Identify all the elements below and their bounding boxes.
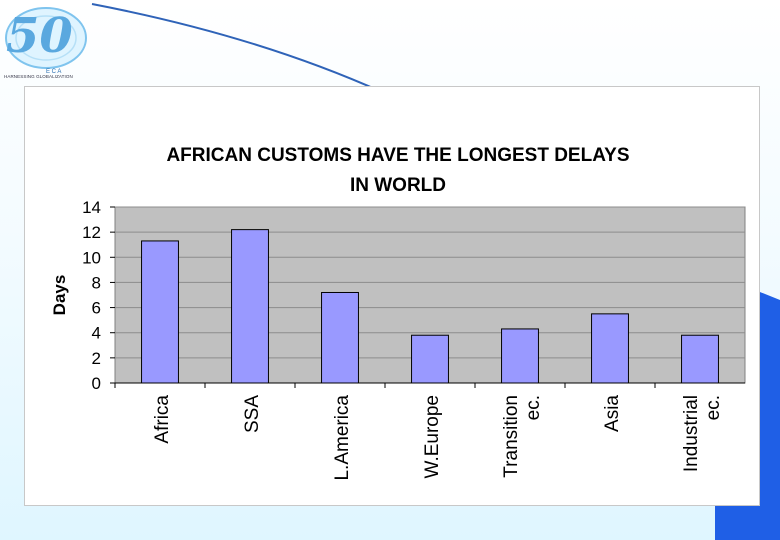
x-tick-label: Transitionec. [501, 395, 544, 478]
x-axis-ticks: Africa SSA L.America W.Europe Transitionec. A… [114, 383, 724, 481]
eca-50-logo: 50 E C A HARNESSING GLOBALIZATION [0, 0, 96, 84]
x-tick-label: W.Europe [422, 395, 443, 478]
x-tick-label: Asia [602, 395, 623, 432]
bar [411, 334, 449, 384]
y-tick-label: 0 [92, 374, 101, 393]
bar [591, 313, 629, 384]
chart-title: AFRICAN CUSTOMS HAVE THE LONGEST DELAYS I… [166, 145, 629, 196]
bar [141, 240, 179, 384]
y-tick-label: 10 [82, 248, 101, 267]
chart-title-line: AFRICAN CUSTOMS HAVE THE LONGEST DELAYS [166, 145, 629, 166]
chart-frame: AFRICAN CUSTOMS HAVE THE LONGEST DELAYS I… [24, 86, 760, 506]
x-tick-label: Africa [152, 395, 173, 444]
chart-title-line: IN WORLD [350, 175, 446, 196]
y-tick-label: 4 [92, 324, 101, 343]
logo-org: E C A [46, 69, 61, 75]
y-tick-label: 6 [92, 299, 101, 318]
x-tick-label: L.America [332, 395, 353, 481]
y-tick-label: 8 [92, 273, 101, 292]
bar [681, 334, 719, 384]
bar [501, 328, 539, 384]
y-axis-ticks: 0 2 4 6 8 10 12 14 [82, 198, 115, 393]
decorative-blue-shape [715, 290, 780, 540]
logo-tagline: HARNESSING GLOBALIZATION [4, 74, 73, 79]
logo-number: 50 [6, 8, 73, 64]
bar [321, 291, 359, 384]
bar [231, 229, 269, 384]
y-tick-label: 2 [92, 349, 101, 368]
x-tick-label: Industrialec. [681, 395, 724, 472]
y-axis-label: Days [50, 275, 69, 316]
y-tick-label: 14 [82, 198, 101, 217]
bar-chart: AFRICAN CUSTOMS HAVE THE LONGEST DELAYS I… [50, 145, 746, 481]
x-tick-label: SSA [242, 395, 263, 433]
y-tick-label: 12 [82, 223, 101, 242]
